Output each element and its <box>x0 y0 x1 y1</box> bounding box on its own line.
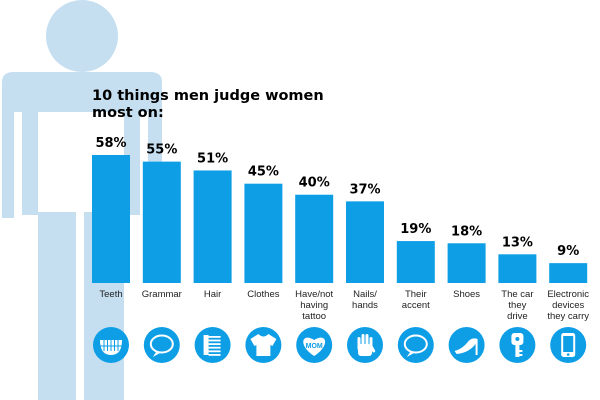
value-label-5: 40% <box>299 176 330 191</box>
category-label-4: Clothes <box>247 289 279 300</box>
bar-5 <box>295 194 334 283</box>
smartphone-icon <box>550 327 587 363</box>
category-label-9: The car they drive <box>501 289 533 322</box>
value-label-9: 13% <box>502 235 533 250</box>
category-label-2: Grammar <box>142 289 182 300</box>
category-label-1: Teeth <box>99 289 122 300</box>
comb-icon <box>194 327 231 363</box>
value-label-6: 37% <box>349 182 380 197</box>
bar-4 <box>244 183 283 283</box>
bar-6 <box>346 201 384 283</box>
value-label-1: 58% <box>95 136 126 151</box>
teeth-icon <box>93 327 129 363</box>
tattoo-heart-icon: MOM <box>296 327 333 363</box>
category-label-5: Have/not having tattoo <box>295 289 333 322</box>
category-label-7: Their accent <box>402 289 430 311</box>
tattoo-icon-text: MOM <box>306 343 323 350</box>
speech-bubble-icon <box>143 327 180 363</box>
car-key-icon <box>499 327 536 363</box>
value-label-4: 45% <box>248 165 279 180</box>
bar-7 <box>396 241 435 283</box>
silhouette-left-leg <box>38 212 76 400</box>
bar-1 <box>92 155 130 283</box>
silhouette-torso <box>2 72 162 218</box>
bar-8 <box>447 243 486 283</box>
value-label-8: 18% <box>451 224 482 239</box>
bar-2 <box>142 161 181 283</box>
category-label-8: Shoes <box>453 289 480 300</box>
bar-3 <box>193 170 232 283</box>
person-silhouette <box>2 0 162 400</box>
speech-bubble-icon <box>397 327 434 363</box>
value-label-2: 55% <box>146 143 177 158</box>
shirt-icon <box>245 327 282 363</box>
hand-icon <box>347 327 383 363</box>
value-label-10: 9% <box>557 244 579 259</box>
bar-10 <box>549 263 588 283</box>
category-label-6: Nails/hands <box>352 289 378 311</box>
category-label-3: Hair <box>204 289 221 300</box>
silhouette-head <box>46 0 118 72</box>
category-label-10: Electronic devices they carry <box>547 289 589 322</box>
chart-title: 10 things men judge women most on: <box>92 88 324 121</box>
bar-9 <box>498 254 537 283</box>
value-label-7: 19% <box>400 222 431 237</box>
value-label-3: 51% <box>197 151 228 166</box>
high-heel-icon <box>448 327 485 363</box>
